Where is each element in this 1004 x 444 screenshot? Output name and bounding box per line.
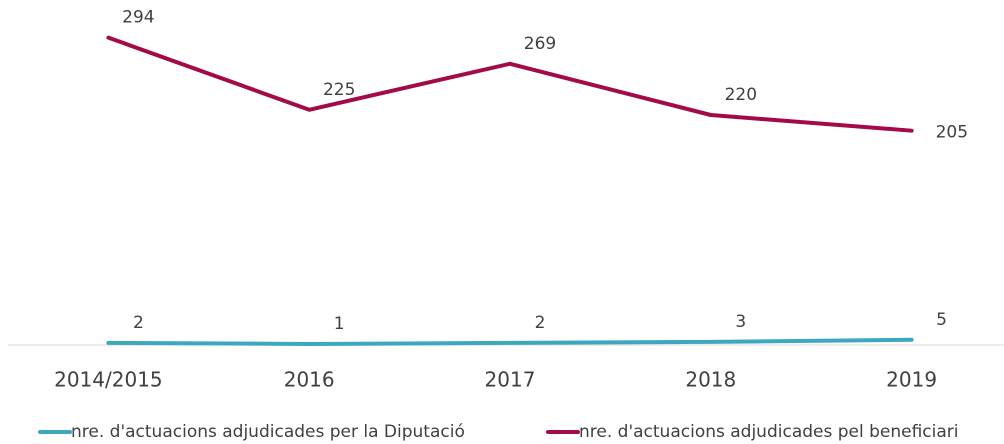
legend-label: nre. d'actuacions adjudicades per la Dip… — [71, 422, 465, 442]
legend-label: nre. d'actuacions adjudicades pel benefi… — [579, 422, 959, 442]
data-label: 225 — [323, 80, 355, 100]
data-label: 3 — [735, 312, 746, 332]
data-label: 205 — [936, 123, 968, 143]
data-label: 220 — [725, 85, 757, 105]
series-line — [106, 337, 914, 346]
data-label: 2 — [535, 313, 546, 333]
data-label: 294 — [122, 8, 154, 28]
data-label: 269 — [524, 34, 556, 54]
x-tick-label: 2014/2015 — [54, 368, 163, 392]
data-label: 5 — [936, 310, 947, 330]
x-tick-label: 2018 — [685, 368, 736, 392]
x-tick-label: 2016 — [284, 368, 335, 392]
data-label: 2 — [133, 313, 144, 333]
x-tick-label: 2019 — [886, 368, 937, 392]
x-tick-label: 2017 — [485, 368, 536, 392]
series-line — [106, 35, 914, 133]
data-label: 1 — [334, 314, 345, 334]
